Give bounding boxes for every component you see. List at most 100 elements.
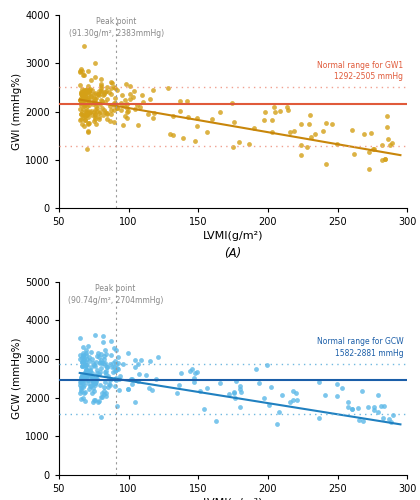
Point bbox=[89, 86, 95, 94]
Y-axis label: GCW (mmHg%): GCW (mmHg%) bbox=[12, 338, 22, 419]
Point bbox=[79, 120, 85, 128]
Point bbox=[389, 412, 396, 420]
Point bbox=[236, 382, 243, 390]
Point bbox=[92, 362, 99, 370]
Point bbox=[264, 361, 270, 369]
Point bbox=[80, 350, 87, 358]
Point bbox=[167, 130, 174, 138]
Point bbox=[77, 376, 84, 384]
Point bbox=[90, 396, 97, 404]
Point bbox=[87, 376, 94, 384]
Point bbox=[384, 136, 391, 143]
Point bbox=[84, 98, 91, 106]
Point bbox=[79, 372, 85, 380]
Point bbox=[81, 360, 88, 368]
Point bbox=[78, 99, 85, 107]
Point bbox=[80, 91, 87, 99]
Point bbox=[187, 368, 194, 376]
Point bbox=[77, 352, 84, 360]
Point bbox=[84, 376, 91, 384]
Point bbox=[96, 370, 103, 378]
Point bbox=[193, 114, 200, 122]
Point bbox=[145, 384, 152, 392]
Point bbox=[116, 372, 123, 380]
Point bbox=[78, 388, 85, 396]
Point bbox=[85, 126, 92, 134]
Point bbox=[100, 338, 107, 345]
Point bbox=[107, 106, 114, 114]
Point bbox=[80, 381, 87, 389]
Point bbox=[95, 92, 102, 100]
Point bbox=[110, 106, 117, 114]
Point bbox=[96, 87, 103, 95]
Point bbox=[104, 115, 110, 123]
Point bbox=[103, 110, 110, 118]
Point bbox=[82, 346, 89, 354]
Point bbox=[101, 355, 108, 363]
Point bbox=[79, 95, 86, 103]
Point bbox=[84, 108, 91, 116]
Point bbox=[95, 90, 102, 98]
Point bbox=[82, 107, 89, 115]
Point bbox=[91, 360, 97, 368]
Point bbox=[87, 382, 94, 390]
Point bbox=[78, 362, 85, 370]
Point bbox=[290, 387, 297, 395]
Point bbox=[388, 140, 395, 147]
Point bbox=[284, 103, 290, 111]
Point bbox=[87, 348, 94, 356]
Point bbox=[297, 152, 304, 160]
Point bbox=[79, 111, 86, 119]
Point bbox=[92, 98, 99, 106]
Text: (91.30g/m², 2383mmHg): (91.30g/m², 2383mmHg) bbox=[69, 30, 164, 38]
Point bbox=[360, 417, 367, 425]
Point bbox=[184, 96, 190, 104]
Point bbox=[194, 368, 200, 376]
Point bbox=[106, 117, 113, 125]
Point bbox=[88, 92, 95, 100]
Point bbox=[191, 378, 198, 386]
Point bbox=[94, 366, 100, 374]
Point bbox=[285, 106, 291, 114]
Point bbox=[116, 375, 123, 383]
Point bbox=[267, 383, 274, 391]
Point bbox=[78, 102, 84, 110]
Point bbox=[92, 381, 99, 389]
Point bbox=[84, 366, 91, 374]
Point bbox=[82, 112, 89, 120]
Point bbox=[366, 166, 373, 173]
Point bbox=[95, 110, 102, 118]
Point bbox=[80, 376, 87, 384]
Point bbox=[80, 394, 87, 402]
Point bbox=[111, 118, 118, 126]
Point bbox=[107, 360, 114, 368]
Point bbox=[92, 396, 99, 404]
Point bbox=[111, 83, 118, 91]
Point bbox=[365, 403, 372, 411]
Point bbox=[77, 382, 84, 390]
X-axis label: LVMI(g/m²): LVMI(g/m²) bbox=[203, 232, 263, 241]
Point bbox=[81, 100, 87, 108]
Point bbox=[107, 110, 114, 118]
Point bbox=[388, 418, 395, 426]
Point bbox=[91, 89, 98, 97]
Point bbox=[79, 93, 86, 101]
Point bbox=[89, 390, 95, 398]
Point bbox=[79, 362, 85, 370]
Point bbox=[86, 86, 93, 94]
Point bbox=[92, 73, 99, 81]
Point bbox=[85, 120, 92, 128]
Point bbox=[278, 390, 285, 398]
Point bbox=[87, 92, 94, 100]
Point bbox=[106, 88, 113, 96]
Point bbox=[84, 370, 90, 378]
Point bbox=[270, 102, 277, 110]
Point bbox=[106, 381, 113, 389]
Point bbox=[84, 94, 91, 102]
Point bbox=[102, 368, 109, 376]
Point bbox=[90, 97, 97, 105]
Point bbox=[135, 378, 142, 386]
Point bbox=[230, 143, 236, 151]
Point bbox=[78, 374, 84, 382]
Point bbox=[125, 350, 132, 358]
